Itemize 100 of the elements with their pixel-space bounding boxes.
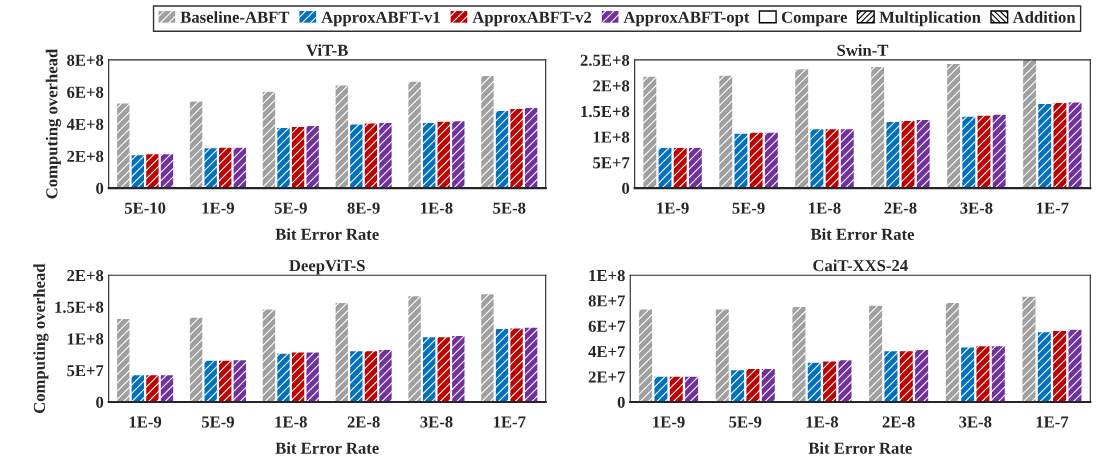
x-tick-label: 1E-7: [493, 416, 526, 428]
bar: [146, 154, 159, 189]
bar: [901, 120, 915, 189]
bar: [495, 111, 509, 189]
x-tick-label: 1E-9: [653, 416, 685, 428]
bar: [871, 67, 885, 189]
bar: [1038, 104, 1052, 189]
y-tick-label: 2E+8: [67, 269, 104, 282]
bar: [160, 154, 174, 189]
bar: [189, 101, 203, 189]
bar: [233, 147, 246, 189]
bar: [643, 76, 657, 189]
x-tick-label: 8E-9: [347, 202, 380, 214]
bar: [262, 91, 276, 189]
x-tick-label: 5E-9: [732, 202, 765, 214]
x-tick-label: 2E-8: [884, 202, 917, 214]
bar: [350, 124, 363, 189]
bar: [639, 309, 653, 402]
x-tick-label: 1E-8: [809, 202, 841, 214]
x-tick-label: 2E-8: [347, 416, 380, 428]
bar: [379, 122, 392, 189]
bar: [306, 352, 319, 402]
bar: [991, 346, 1005, 402]
x-tick-label: 5E-8: [493, 202, 526, 214]
x-tick-label: 5E-10: [124, 202, 166, 214]
bar: [976, 346, 990, 402]
bar: [838, 360, 852, 402]
bar: [947, 64, 961, 189]
bar: [364, 351, 378, 402]
bar: [749, 132, 763, 189]
bar: [422, 337, 436, 402]
bar: [1022, 296, 1036, 402]
y-tick-label: 0: [617, 396, 625, 408]
x-tick-label: 3E-8: [420, 416, 453, 428]
y-tick-label: 2E+7: [588, 371, 625, 383]
bar: [437, 121, 450, 189]
x-axis-title: Bit Error Rate: [810, 228, 915, 240]
chart-title: ViT-B: [306, 44, 348, 57]
bar: [899, 351, 913, 402]
bar: [731, 370, 745, 402]
bar: [524, 107, 538, 189]
bar: [291, 127, 305, 189]
bar: [823, 361, 837, 402]
bar: [189, 317, 203, 402]
y-tick-label: 2.5E+8: [580, 54, 630, 66]
bar: [146, 375, 159, 402]
bar: [795, 69, 809, 189]
x-tick-label: 5E-9: [274, 202, 307, 214]
x-tick-label: 1E-9: [129, 416, 162, 428]
bar: [262, 309, 276, 402]
x-tick-label: 1E-7: [1036, 416, 1069, 428]
bar: [335, 303, 348, 402]
bar: [916, 119, 930, 189]
bar: [673, 148, 687, 189]
bar: [335, 85, 348, 189]
bar: [204, 148, 217, 189]
x-tick-label: 5E-9: [201, 416, 235, 428]
bar: [1053, 102, 1067, 189]
bar: [734, 133, 748, 189]
bar: [945, 303, 959, 402]
bar: [510, 328, 523, 402]
bar: [350, 351, 363, 402]
bar: [962, 116, 976, 189]
bar: [219, 147, 232, 189]
x-axis-title: Bit Error Rate: [808, 442, 912, 454]
x-tick-label: 5E-9: [729, 416, 762, 428]
y-tick-label: 0: [96, 396, 104, 408]
bar: [481, 75, 494, 189]
legend-label: Baseline-ABFT: [180, 11, 290, 23]
bar: [1068, 102, 1082, 189]
x-tick-label: 1E-8: [421, 202, 453, 214]
x-tick-label: 3E-8: [959, 416, 992, 428]
bar: [452, 336, 465, 402]
bar: [961, 347, 975, 402]
y-tick-label: 4E+7: [588, 346, 625, 358]
bar: [510, 108, 523, 189]
bar: [364, 123, 378, 189]
y-axis-title: Computing overhead: [33, 263, 49, 414]
bar: [719, 75, 733, 189]
bar: [1023, 59, 1037, 189]
bar: [452, 121, 465, 189]
x-tick-label: 1E-8: [275, 416, 307, 428]
bar: [524, 327, 538, 402]
y-tick-label: 2E+8: [593, 80, 630, 92]
x-tick-label: 2E-8: [882, 416, 915, 428]
chart-title: Swin-T: [837, 44, 889, 56]
y-tick-label: 1E+8: [67, 333, 104, 345]
bar: [481, 294, 494, 402]
bar: [204, 360, 217, 402]
y-tick-label: 1.5E+8: [581, 105, 630, 118]
y-tick-label: 1.5E+8: [55, 301, 104, 313]
bar: [840, 129, 854, 189]
y-tick-label: 6E+7: [588, 320, 625, 332]
x-tick-label: 1E-9: [657, 202, 689, 214]
x-axis-title: Bit Error Rate: [275, 442, 379, 454]
bar: [1068, 329, 1082, 402]
y-tick-label: 1E+8: [593, 131, 630, 143]
bar: [685, 376, 699, 402]
bar: [117, 103, 130, 189]
bar: [792, 306, 806, 402]
